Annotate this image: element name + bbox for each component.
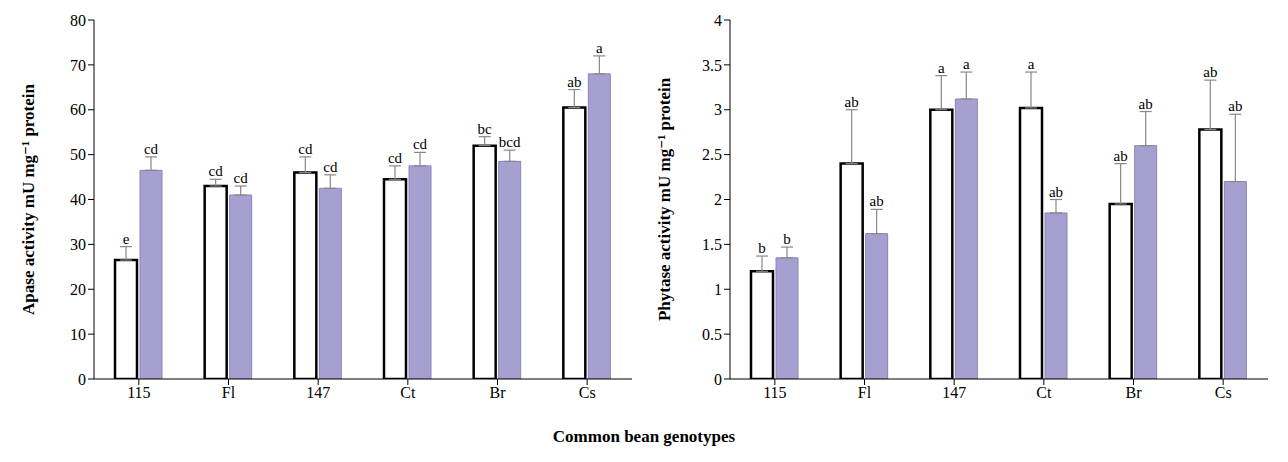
svg-text:ab: ab <box>870 193 884 209</box>
svg-text:ab: ab <box>845 94 859 110</box>
svg-text:Phytase activity mU mg⁻¹ prote: Phytase activity mU mg⁻¹ protein <box>655 77 674 321</box>
svg-text:10: 10 <box>70 326 86 343</box>
svg-text:Apase activity mU mg⁻¹ protei: Apase activity mU mg⁻¹ protein <box>19 83 38 314</box>
svg-text:a: a <box>1028 56 1035 72</box>
svg-text:bc: bc <box>478 121 493 137</box>
svg-text:Br: Br <box>1126 384 1143 401</box>
svg-text:Cs: Cs <box>1215 384 1232 401</box>
svg-text:Cs: Cs <box>579 384 596 401</box>
html-text:Common bean genotypes: Common bean genotypes <box>552 427 736 446</box>
svg-text:115: 115 <box>127 384 150 401</box>
svg-text:2.5: 2.5 <box>702 146 722 163</box>
svg-text:20: 20 <box>70 281 86 298</box>
svg-text:115: 115 <box>763 384 786 401</box>
svg-text:cd: cd <box>298 141 313 157</box>
svg-text:Fl: Fl <box>858 384 872 401</box>
svg-text:a: a <box>963 56 970 72</box>
svg-text:b: b <box>783 231 791 247</box>
svg-text:Ct: Ct <box>1036 384 1052 401</box>
svg-text:ab: ab <box>1203 64 1217 80</box>
svg-text:0: 0 <box>714 371 722 388</box>
svg-text:cd: cd <box>323 159 338 175</box>
svg-text:3.5: 3.5 <box>702 57 722 74</box>
svg-text:0: 0 <box>78 371 86 388</box>
svg-text:ab: ab <box>1114 148 1128 164</box>
svg-text:Br: Br <box>490 384 507 401</box>
svg-text:bcd: bcd <box>499 134 521 150</box>
svg-text:cd: cd <box>234 170 249 186</box>
svg-text:cd: cd <box>144 141 159 157</box>
svg-text:a: a <box>938 60 945 76</box>
svg-text:50: 50 <box>70 146 86 163</box>
svg-text:60: 60 <box>70 101 86 118</box>
svg-text:b: b <box>758 240 766 256</box>
svg-text:Ct: Ct <box>400 384 416 401</box>
svg-text:2: 2 <box>714 191 722 208</box>
svg-text:ab: ab <box>1139 96 1153 112</box>
svg-text:80: 80 <box>70 12 86 29</box>
svg-text:1: 1 <box>714 281 722 298</box>
svg-text:a: a <box>596 40 603 56</box>
svg-text:0.5: 0.5 <box>702 326 722 343</box>
svg-text:70: 70 <box>70 57 86 74</box>
svg-text:1.5: 1.5 <box>702 236 722 253</box>
svg-text:ab: ab <box>1049 184 1063 200</box>
svg-text:147: 147 <box>306 384 330 401</box>
svg-text:3: 3 <box>714 101 722 118</box>
svg-text:147: 147 <box>942 384 966 401</box>
svg-text:cd: cd <box>209 163 224 179</box>
svg-text:40: 40 <box>70 191 86 208</box>
svg-text:Fl: Fl <box>222 384 236 401</box>
svg-text:cd: cd <box>413 136 428 152</box>
svg-text:e: e <box>123 231 130 247</box>
svg-text:ab: ab <box>567 74 581 90</box>
svg-text:4: 4 <box>714 12 722 29</box>
svg-text:cd: cd <box>388 150 403 166</box>
svg-text:30: 30 <box>70 236 86 253</box>
svg-text:ab: ab <box>1228 98 1242 114</box>
